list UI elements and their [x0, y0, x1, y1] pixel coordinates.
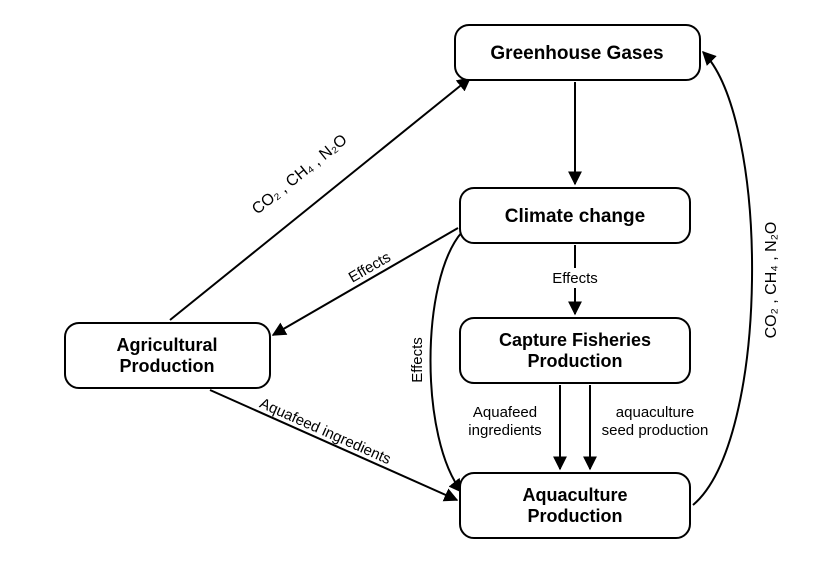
edge-label-aquafeed-ingredients-1: Aquafeed	[473, 404, 537, 421]
node-agricultural-label-1: Agricultural	[116, 335, 217, 355]
edge-label-aqua-to-gh: CO₂ , CH₄ , N₂O	[763, 222, 780, 339]
edge-label-agri-to-gh: CO₂ , CH₄ , N₂O	[249, 131, 350, 218]
edge-label-seed-2: seed production	[602, 422, 709, 439]
edge-agri-to-aqua	[210, 390, 457, 500]
edge-climate-to-agri	[273, 228, 458, 335]
edge-label-climate-to-capture: Effects	[552, 270, 598, 287]
edge-climate-to-aqua	[431, 232, 463, 492]
edge-label-seed-1: aquaculture	[616, 404, 694, 421]
edge-agri-to-gh	[170, 78, 470, 320]
edge-label-agri-to-aqua: Aquafeed ingredients	[257, 395, 393, 468]
node-capture-label-1: Capture Fisheries	[499, 330, 651, 350]
node-climate-label: Climate change	[505, 206, 645, 227]
edge-label-climate-to-aqua: Effects	[409, 337, 426, 383]
node-greenhouse-label: Greenhouse Gases	[490, 43, 663, 64]
flowchart: Effects Aquafeed ingredients aquaculture…	[0, 0, 829, 563]
node-aquaculture-label-1: Aquaculture	[522, 485, 627, 505]
node-agricultural-label-2: Production	[120, 356, 215, 376]
node-aquaculture-label-2: Production	[528, 506, 623, 526]
edge-label-aquafeed-ingredients-2: ingredients	[468, 422, 541, 439]
node-capture-label-2: Production	[528, 351, 623, 371]
edge-label-climate-to-agri: Effects	[346, 249, 394, 287]
